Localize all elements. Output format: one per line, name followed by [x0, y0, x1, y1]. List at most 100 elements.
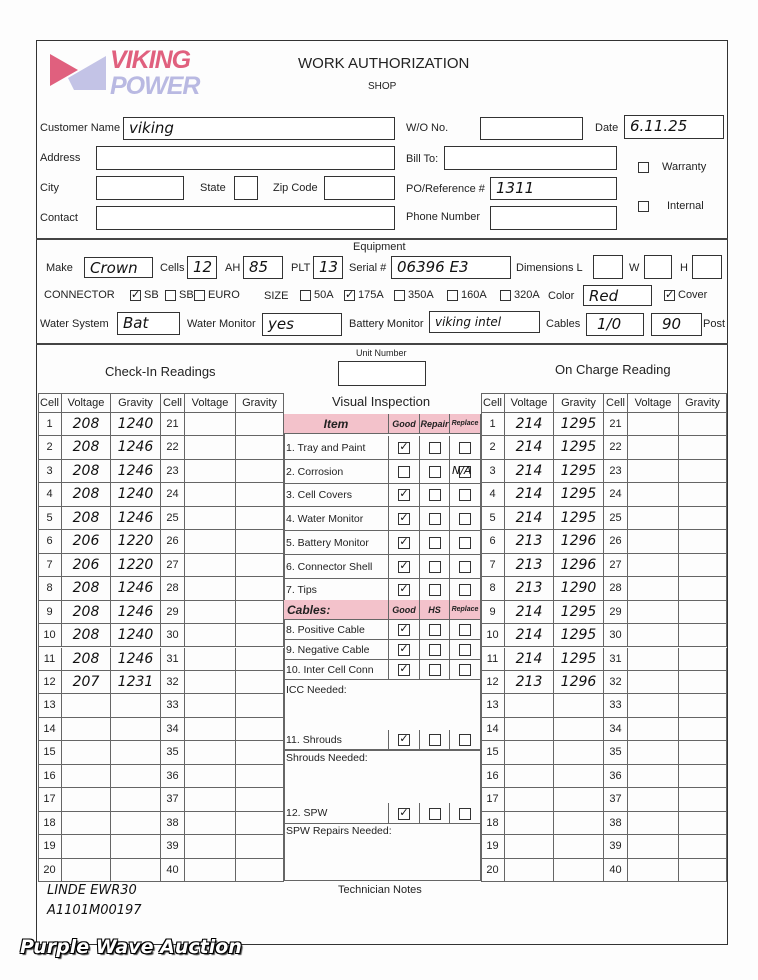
- gravity-cell[interactable]: [236, 413, 284, 437]
- voltage-cell[interactable]: [185, 741, 236, 765]
- voltage-cell[interactable]: [628, 647, 679, 671]
- gravity-cell[interactable]: [111, 764, 161, 789]
- voltage-cell[interactable]: [62, 788, 111, 812]
- size-320a-checkbox[interactable]: [500, 290, 511, 301]
- gravity-cell[interactable]: [679, 483, 727, 507]
- gravity-cell[interactable]: [236, 483, 284, 507]
- good-checkbox[interactable]: ✓: [398, 623, 410, 636]
- voltage-cell[interactable]: 214: [505, 647, 554, 671]
- good-checkbox[interactable]: ✓: [398, 643, 410, 656]
- replace-checkbox[interactable]: [459, 513, 471, 526]
- voltage-cell[interactable]: [628, 764, 679, 789]
- voltage-cell[interactable]: [62, 694, 111, 718]
- voltage-cell[interactable]: [185, 483, 236, 507]
- gravity-cell[interactable]: [111, 835, 161, 859]
- voltage-cell[interactable]: [628, 717, 679, 742]
- gravity-cell[interactable]: [111, 788, 161, 812]
- voltage-cell[interactable]: [185, 436, 236, 460]
- voltage-cell[interactable]: [62, 717, 111, 742]
- gravity-cell[interactable]: 1246: [111, 600, 161, 625]
- repair-checkbox[interactable]: [429, 513, 441, 526]
- voltage-cell[interactable]: 208: [62, 624, 111, 648]
- voltage-cell[interactable]: [62, 858, 111, 882]
- voltage-cell[interactable]: [505, 788, 554, 812]
- gravity-cell[interactable]: [679, 436, 727, 460]
- gravity-cell[interactable]: [679, 553, 727, 578]
- replace-checkbox[interactable]: [459, 664, 471, 676]
- connector-sbx-checkbox[interactable]: [165, 290, 176, 301]
- gravity-cell[interactable]: [236, 764, 284, 789]
- cables-length-field[interactable]: 90: [651, 313, 702, 336]
- connector-euro-checkbox[interactable]: [194, 290, 205, 301]
- voltage-cell[interactable]: [185, 811, 236, 836]
- voltage-cell[interactable]: 208: [62, 483, 111, 507]
- voltage-cell[interactable]: 208: [62, 436, 111, 460]
- gravity-cell[interactable]: [111, 741, 161, 765]
- voltage-cell[interactable]: [185, 459, 236, 484]
- gravity-cell[interactable]: [236, 553, 284, 578]
- gravity-cell[interactable]: [679, 811, 727, 836]
- gravity-cell[interactable]: 1290: [554, 577, 604, 601]
- gravity-cell[interactable]: 1295: [554, 506, 604, 531]
- address-field[interactable]: [96, 146, 395, 170]
- gravity-cell[interactable]: [111, 811, 161, 836]
- replace-checkbox[interactable]: [459, 734, 471, 746]
- voltage-cell[interactable]: [185, 788, 236, 812]
- gravity-cell[interactable]: [554, 811, 604, 836]
- replace-checkbox[interactable]: [459, 584, 471, 597]
- voltage-cell[interactable]: [628, 858, 679, 882]
- plt-field[interactable]: 13: [313, 256, 343, 279]
- replace-checkbox[interactable]: [459, 644, 471, 656]
- dimension-h-field[interactable]: [692, 255, 722, 279]
- voltage-cell[interactable]: [185, 553, 236, 578]
- voltage-cell[interactable]: [185, 530, 236, 554]
- voltage-cell[interactable]: [505, 717, 554, 742]
- gravity-cell[interactable]: [236, 788, 284, 812]
- repair-checkbox[interactable]: [429, 536, 441, 549]
- size-160a-checkbox[interactable]: [447, 290, 458, 301]
- gravity-cell[interactable]: [111, 717, 161, 742]
- voltage-cell[interactable]: [185, 600, 236, 625]
- voltage-cell[interactable]: [628, 600, 679, 625]
- gravity-cell[interactable]: [236, 459, 284, 484]
- voltage-cell[interactable]: [185, 764, 236, 789]
- replace-checkbox[interactable]: [459, 624, 471, 636]
- voltage-cell[interactable]: [185, 647, 236, 671]
- color-field[interactable]: Red: [583, 285, 652, 306]
- connector-sb-checkbox[interactable]: ✓: [130, 289, 141, 301]
- voltage-cell[interactable]: [628, 436, 679, 460]
- gravity-cell[interactable]: [554, 717, 604, 742]
- voltage-cell[interactable]: [628, 459, 679, 484]
- dimension-l-field[interactable]: [593, 255, 623, 279]
- voltage-cell[interactable]: 208: [62, 459, 111, 484]
- replace-checkbox[interactable]: [459, 560, 471, 573]
- gravity-cell[interactable]: 1295: [554, 600, 604, 625]
- voltage-cell[interactable]: 214: [505, 459, 554, 484]
- gravity-cell[interactable]: [236, 436, 284, 460]
- make-field[interactable]: Crown: [84, 257, 153, 278]
- customer-name-field[interactable]: viking: [123, 117, 395, 140]
- gravity-cell[interactable]: [236, 647, 284, 671]
- gravity-cell[interactable]: [236, 694, 284, 718]
- voltage-cell[interactable]: [505, 741, 554, 765]
- voltage-cell[interactable]: [628, 413, 679, 437]
- voltage-cell[interactable]: 206: [62, 553, 111, 578]
- internal-checkbox[interactable]: [638, 201, 649, 212]
- gravity-cell[interactable]: [111, 858, 161, 882]
- voltage-cell[interactable]: 214: [505, 436, 554, 460]
- gravity-cell[interactable]: [236, 717, 284, 742]
- size-175a-checkbox[interactable]: ✓: [344, 289, 355, 301]
- voltage-cell[interactable]: [62, 741, 111, 765]
- gravity-cell[interactable]: 1231: [111, 670, 161, 695]
- voltage-cell[interactable]: [185, 717, 236, 742]
- gravity-cell[interactable]: [236, 835, 284, 859]
- voltage-cell[interactable]: [505, 811, 554, 836]
- voltage-cell[interactable]: 206: [62, 530, 111, 554]
- water-system-field[interactable]: Bat: [117, 312, 180, 335]
- good-checkbox[interactable]: ✓: [398, 663, 410, 676]
- gravity-cell[interactable]: 1296: [554, 553, 604, 578]
- gravity-cell[interactable]: [554, 694, 604, 718]
- voltage-cell[interactable]: [628, 530, 679, 554]
- replace-checkbox[interactable]: [459, 807, 471, 820]
- gravity-cell[interactable]: [111, 694, 161, 718]
